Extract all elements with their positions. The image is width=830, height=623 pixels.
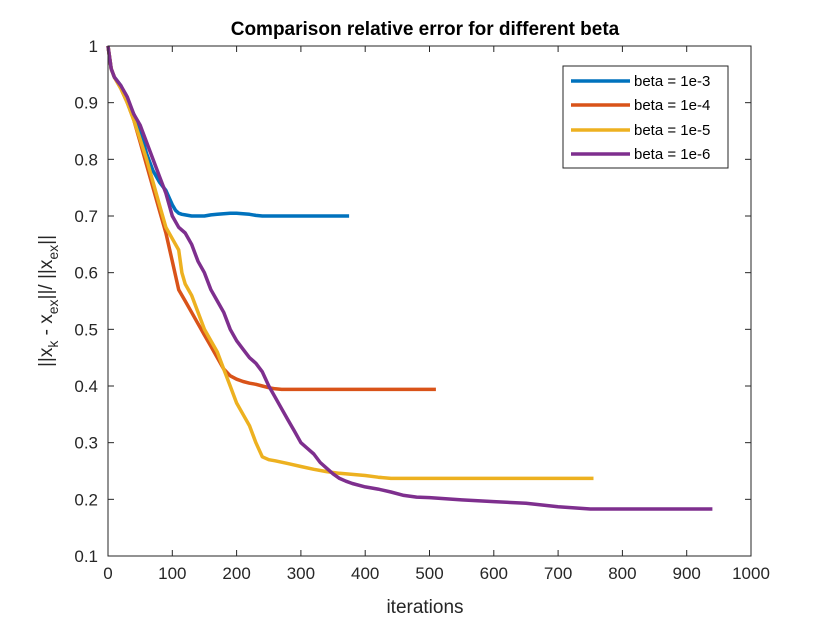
legend-box [562, 65, 729, 169]
x-tick-label: 1000 [732, 564, 770, 583]
series-line-3 [106, 45, 594, 481]
y-tick-label: 0.2 [74, 490, 98, 509]
chart-title: Comparison relative error for different … [231, 19, 620, 40]
x-tick-label: 900 [673, 564, 701, 583]
x-axis-label: iterations [386, 597, 463, 618]
y-label-sub-k: k [45, 340, 61, 348]
legend: beta = 1e-3 beta = 1e-4 beta = 1e-5 beta… [562, 65, 729, 169]
y-tick-label: 0.6 [74, 264, 98, 283]
y-label-bar-3: || [36, 235, 57, 245]
y-tick-label: 0.1 [74, 547, 98, 566]
x-tick-label: 300 [287, 564, 315, 583]
y-label-x3: x [36, 259, 57, 269]
y-axis-label: ||xk - xex||/ ||xex|| [36, 235, 61, 367]
series-layer [106, 45, 713, 511]
x-tick-label: 0 [103, 564, 112, 583]
x-tick-label: 400 [351, 564, 379, 583]
series-line-4 [106, 45, 713, 511]
legend-label-1e-5: beta = 1e-5 [634, 122, 710, 139]
legend-label-1e-6: beta = 1e-6 [634, 146, 710, 163]
y-label-sub-ex-1: ex [45, 299, 61, 314]
x-tick-label: 100 [158, 564, 186, 583]
x-tick-label: 600 [480, 564, 508, 583]
y-tick-label: 0.7 [74, 207, 98, 226]
y-tick-label: 0.9 [74, 94, 98, 113]
x-tick-label: 200 [222, 564, 250, 583]
y-tick-label: 0.5 [74, 320, 98, 339]
y-label-x2: x [36, 314, 57, 324]
legend-label-1e-4: beta = 1e-4 [634, 97, 710, 114]
y-tick-label: 0.4 [74, 377, 98, 396]
y-label-bar-2: ||/ || [36, 269, 57, 299]
y-tick-label: 1 [89, 37, 98, 56]
y-label-minus: - [36, 324, 57, 341]
ticks-layer: 0 100 200 300 400 500 600 700 800 900 1000 0.1 0.2 0.… [74, 37, 770, 583]
legend-label-1e-3: beta = 1e-3 [634, 73, 710, 90]
y-label-sub-ex-2: ex [45, 245, 61, 260]
y-label-bar-1: || [36, 357, 57, 367]
x-tick-label: 800 [608, 564, 636, 583]
y-tick-label: 0.3 [74, 434, 98, 453]
x-tick-label: 500 [415, 564, 443, 583]
y-label-x1: x [36, 347, 57, 357]
x-tick-label: 700 [544, 564, 572, 583]
y-tick-label: 0.8 [74, 150, 98, 169]
